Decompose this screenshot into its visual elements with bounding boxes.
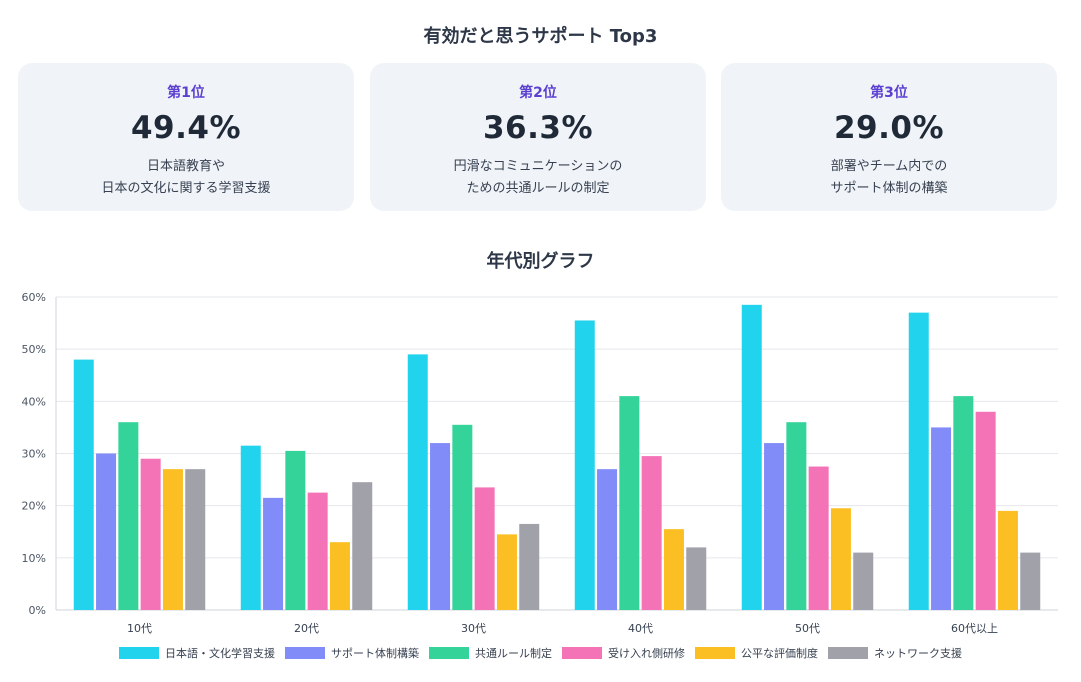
bar-1-5 [741, 304, 762, 610]
chart-legend: 日本語・文化学習支援 サポート体制構築 共通ルール制定 受け入れ側研修 公平な評価制度 ネ… [0, 645, 1081, 661]
legend-item-2[interactable]: サポート体制構築 [285, 645, 419, 661]
rank-description-line: 日本の文化に関する学習支援 [101, 181, 271, 196]
legend-swatch [828, 647, 868, 659]
bar-6-5 [853, 552, 874, 610]
rank-description: 部署やチーム内での サポート体制の構築 [721, 156, 1057, 200]
legend-swatch [695, 647, 735, 659]
bar-5-4 [663, 529, 684, 610]
rank-description-line: 部署やチーム内での [830, 159, 948, 174]
x-tick-label: 20代 [294, 622, 319, 635]
y-tick-label: 60% [22, 291, 46, 304]
bar-5-6 [997, 510, 1018, 610]
rank-description: 円滑なコミュニケーションの ための共通ルールの制定 [370, 156, 706, 200]
rank-description-line: ための共通ルールの制定 [466, 181, 610, 196]
legend-label: 日本語・文化学習支援 [165, 647, 275, 660]
x-tick-label: 50代 [795, 622, 820, 635]
rank-label: 第1位 [167, 85, 205, 101]
bar-6-4 [686, 547, 707, 610]
rank-description-line: 日本語教育や [146, 159, 225, 174]
legend-swatch [119, 647, 159, 659]
bar-2-4 [597, 469, 618, 610]
legend-label: ネットワーク支援 [874, 647, 962, 660]
rank-description-line: 円滑なコミュニケーションの [453, 159, 623, 174]
rank-value: 36.3% [482, 110, 594, 146]
bar-3-5 [786, 422, 807, 610]
y-tick-label: 40% [22, 395, 46, 408]
rank-value: 49.4% [130, 110, 242, 146]
y-tick-label: 30% [22, 448, 46, 461]
bar-1-2 [240, 445, 261, 610]
bar-3-3 [452, 424, 473, 610]
bar-6-1 [185, 469, 206, 610]
bar-5-3 [496, 534, 517, 610]
bar-1-6 [908, 312, 929, 610]
legend-swatch [429, 647, 469, 659]
bar-3-1 [118, 422, 139, 610]
bar-4-3 [474, 487, 495, 610]
bar-6-2 [352, 482, 373, 610]
rank-card-2: 第2位 36.3% 円滑なコミュニケーションの ための共通ルールの制定 [370, 63, 706, 211]
bar-4-2 [307, 492, 328, 610]
bar-2-6 [931, 427, 952, 610]
x-tick-label: 30代 [461, 622, 486, 635]
bar-6-3 [519, 523, 540, 610]
legend-label: 共通ルール制定 [475, 647, 552, 660]
legend-label: 公平な評価制度 [741, 647, 818, 660]
bar-5-1 [162, 469, 183, 610]
legend-item-6[interactable]: ネットワーク支援 [828, 645, 962, 661]
bar-3-2 [285, 450, 306, 610]
bar-1-4 [574, 320, 595, 610]
y-tick-label: 50% [22, 343, 46, 356]
bar-2-1 [96, 453, 117, 610]
bar-4-4 [641, 456, 662, 610]
x-tick-label: 10代 [127, 622, 152, 635]
bar-1-1 [73, 359, 94, 610]
legend-item-4[interactable]: 受け入れ側研修 [562, 645, 685, 661]
rank-card-3: 第3位 29.0% 部署やチーム内での サポート体制の構築 [721, 63, 1057, 211]
legend-swatch [285, 647, 325, 659]
rank-label: 第3位 [870, 85, 908, 101]
rank-description: 日本語教育や 日本の文化に関する学習支援 [18, 156, 354, 200]
bar-4-5 [808, 466, 829, 610]
legend-swatch [562, 647, 602, 659]
legend-label: サポート体制構築 [331, 647, 419, 660]
x-tick-label: 60代以上 [951, 622, 998, 635]
bar-2-2 [263, 497, 284, 610]
bar-4-6 [975, 411, 996, 610]
rank-card-1: 第1位 49.4% 日本語教育や 日本の文化に関する学習支援 [18, 63, 354, 211]
top3-title: 有効だと思うサポート Top3 [423, 26, 658, 47]
legend-item-3[interactable]: 共通ルール制定 [429, 645, 552, 661]
top3-cards: 第1位 49.4% 日本語教育や 日本の文化に関する学習支援 第2位 36.3%… [18, 63, 1058, 211]
bar-5-5 [830, 508, 851, 610]
y-tick-label: 10% [22, 552, 46, 565]
bar-4-1 [140, 458, 161, 610]
bar-2-5 [764, 443, 785, 610]
chart-title: 年代別グラフ [486, 251, 595, 272]
legend-item-5[interactable]: 公平な評価制度 [695, 645, 818, 661]
rank-description-line: サポート体制の構築 [830, 181, 948, 196]
x-tick-label: 40代 [628, 622, 653, 635]
bar-3-4 [619, 396, 640, 610]
y-tick-label: 0% [29, 604, 46, 617]
bar-3-6 [953, 396, 974, 610]
legend-label: 受け入れ側研修 [608, 647, 685, 660]
legend-item-1[interactable]: 日本語・文化学習支援 [119, 645, 275, 661]
bar-6-6 [1020, 552, 1041, 610]
rank-value: 29.0% [833, 110, 945, 146]
y-tick-label: 20% [22, 500, 46, 513]
bar-1-3 [407, 354, 428, 610]
rank-label: 第2位 [519, 85, 557, 101]
bar-2-3 [430, 443, 451, 610]
bar-5-2 [329, 542, 350, 610]
